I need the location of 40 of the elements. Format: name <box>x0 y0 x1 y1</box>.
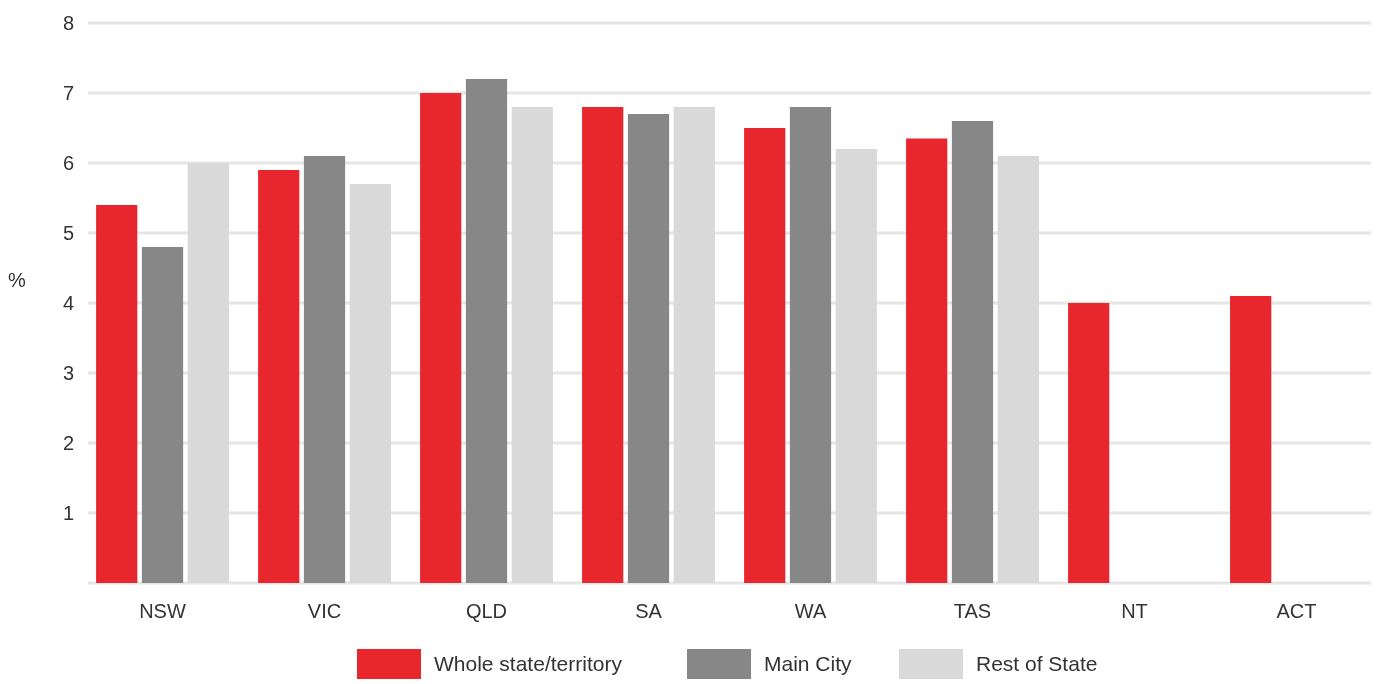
y-tick-label: 4 <box>62 292 74 314</box>
bar <box>627 114 670 583</box>
y-axis-title: % <box>8 269 27 291</box>
bar <box>511 107 553 583</box>
x-tick-label: TAS <box>953 600 992 622</box>
bar <box>1230 296 1272 583</box>
x-tick-label: NSW <box>139 600 186 622</box>
y-tick-label: 6 <box>62 152 74 174</box>
x-tick-label: VIC <box>307 600 342 622</box>
bar <box>420 93 462 583</box>
bar <box>997 156 1039 583</box>
bar <box>744 128 786 583</box>
bar <box>835 149 877 583</box>
bar <box>673 107 715 583</box>
bar <box>789 107 832 583</box>
x-tick-label: NT <box>1121 600 1148 622</box>
y-tick-label: 8 <box>62 12 74 34</box>
y-tick-label: 5 <box>62 222 74 244</box>
x-tick-label: SA <box>635 600 663 622</box>
bar <box>465 79 508 583</box>
legend-label: Rest of State <box>976 652 1098 676</box>
y-tick-label: 2 <box>62 432 74 454</box>
x-tick-label: ACT <box>1276 600 1317 622</box>
bar <box>141 247 184 583</box>
bar <box>951 121 994 583</box>
x-tick-label: WA <box>794 600 827 622</box>
y-tick-label: 1 <box>62 502 74 524</box>
legend-label: Whole state/territory <box>434 652 623 676</box>
bar <box>258 170 300 583</box>
y-tick-label: 7 <box>62 82 74 104</box>
legend-label: Main City <box>764 652 853 676</box>
bar <box>96 205 138 583</box>
bar <box>187 163 229 583</box>
bar <box>349 184 391 583</box>
bar <box>1068 303 1110 583</box>
bar <box>582 107 624 583</box>
bar <box>303 156 346 583</box>
y-tick-label: 3 <box>62 362 74 384</box>
bar <box>906 138 948 583</box>
x-tick-label: QLD <box>465 600 508 622</box>
